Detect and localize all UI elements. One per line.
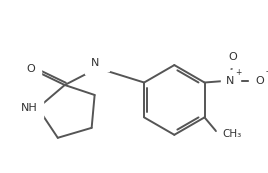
Text: -: - bbox=[265, 67, 268, 76]
Text: N: N bbox=[226, 76, 234, 85]
Text: O: O bbox=[255, 76, 264, 85]
Text: NH: NH bbox=[21, 103, 37, 113]
Text: O: O bbox=[228, 52, 237, 62]
Text: CH₃: CH₃ bbox=[222, 129, 241, 139]
Text: O: O bbox=[27, 64, 35, 74]
Text: +: + bbox=[235, 67, 242, 76]
Text: N: N bbox=[90, 58, 99, 68]
Text: H: H bbox=[96, 55, 103, 65]
